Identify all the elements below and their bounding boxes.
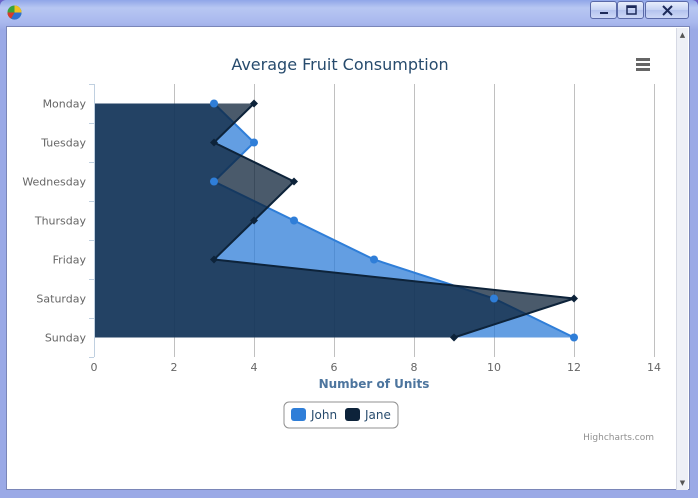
- point-jane-sunday[interactable]: [450, 333, 458, 342]
- category-label-wednesday: Wednesday: [22, 176, 86, 189]
- point-jane-wednesday[interactable]: [290, 177, 298, 186]
- legend-item-john[interactable]: John: [291, 408, 337, 422]
- point-john-thursday[interactable]: [290, 216, 298, 225]
- value-tick-label-10: 10: [487, 361, 501, 374]
- point-john-monday[interactable]: [210, 99, 218, 108]
- point-john-saturday[interactable]: [490, 294, 498, 303]
- category-label-saturday: Saturday: [36, 293, 86, 306]
- minimize-icon: [600, 12, 608, 14]
- category-label-tuesday: Tuesday: [40, 137, 86, 150]
- point-john-tuesday[interactable]: [250, 138, 258, 147]
- legend-label-john: John: [310, 408, 337, 422]
- category-label-friday: Friday: [53, 254, 87, 267]
- pie-chart-app-icon: [7, 5, 22, 20]
- minimize-button[interactable]: [590, 1, 617, 19]
- axis-labels: 0 2 4 6 8 10 12 14 Monday Tuesday Wednesday Thursda…: [22, 98, 661, 375]
- close-icon: [662, 5, 673, 16]
- point-jane-friday[interactable]: [210, 255, 218, 264]
- maximize-button[interactable]: [617, 1, 644, 19]
- point-jane-tuesday[interactable]: [210, 138, 218, 147]
- category-label-monday: Monday: [43, 98, 87, 111]
- close-button[interactable]: [645, 1, 689, 19]
- chart-title: Average Fruit Consumption: [231, 55, 448, 74]
- point-jane-thursday[interactable]: [250, 216, 258, 225]
- legend-swatch-john: [291, 408, 306, 421]
- series-markers: [210, 99, 578, 342]
- scroll-down-icon[interactable]: ▼: [679, 479, 686, 487]
- maximize-icon: [626, 5, 637, 15]
- area-jane: [94, 103, 574, 338]
- legend: John Jane: [283, 401, 399, 429]
- value-axis-title: Number of Units: [319, 377, 430, 391]
- value-tick-label-2: 2: [171, 361, 178, 374]
- hamburger-menu-icon: [636, 58, 650, 71]
- value-tick-label-6: 6: [331, 361, 338, 374]
- point-jane-monday[interactable]: [250, 99, 258, 108]
- point-john-sunday[interactable]: [570, 333, 578, 342]
- axes: [89, 84, 95, 358]
- category-label-sunday: Sunday: [45, 332, 87, 345]
- point-jane-saturday[interactable]: [570, 294, 578, 303]
- value-tick-label-14: 14: [647, 361, 661, 374]
- legend-swatch-jane: [345, 408, 360, 421]
- category-label-thursday: Thursday: [34, 215, 87, 228]
- vertical-scrollbar[interactable]: ▲ ▼: [676, 28, 688, 490]
- value-tick-label-0: 0: [91, 361, 98, 374]
- legend-item-jane[interactable]: Jane: [345, 408, 391, 422]
- credits-link[interactable]: Highcharts.com: [583, 433, 654, 443]
- scroll-up-icon[interactable]: ▲: [679, 31, 686, 39]
- point-john-wednesday[interactable]: [210, 177, 218, 186]
- point-john-friday[interactable]: [370, 255, 378, 264]
- legend-label-jane: Jane: [364, 408, 391, 422]
- export-menu-button[interactable]: [630, 54, 656, 76]
- value-tick-label-4: 4: [251, 361, 258, 374]
- value-tick-label-12: 12: [567, 361, 581, 374]
- title-bar[interactable]: [0, 0, 698, 24]
- value-tick-label-8: 8: [411, 361, 418, 374]
